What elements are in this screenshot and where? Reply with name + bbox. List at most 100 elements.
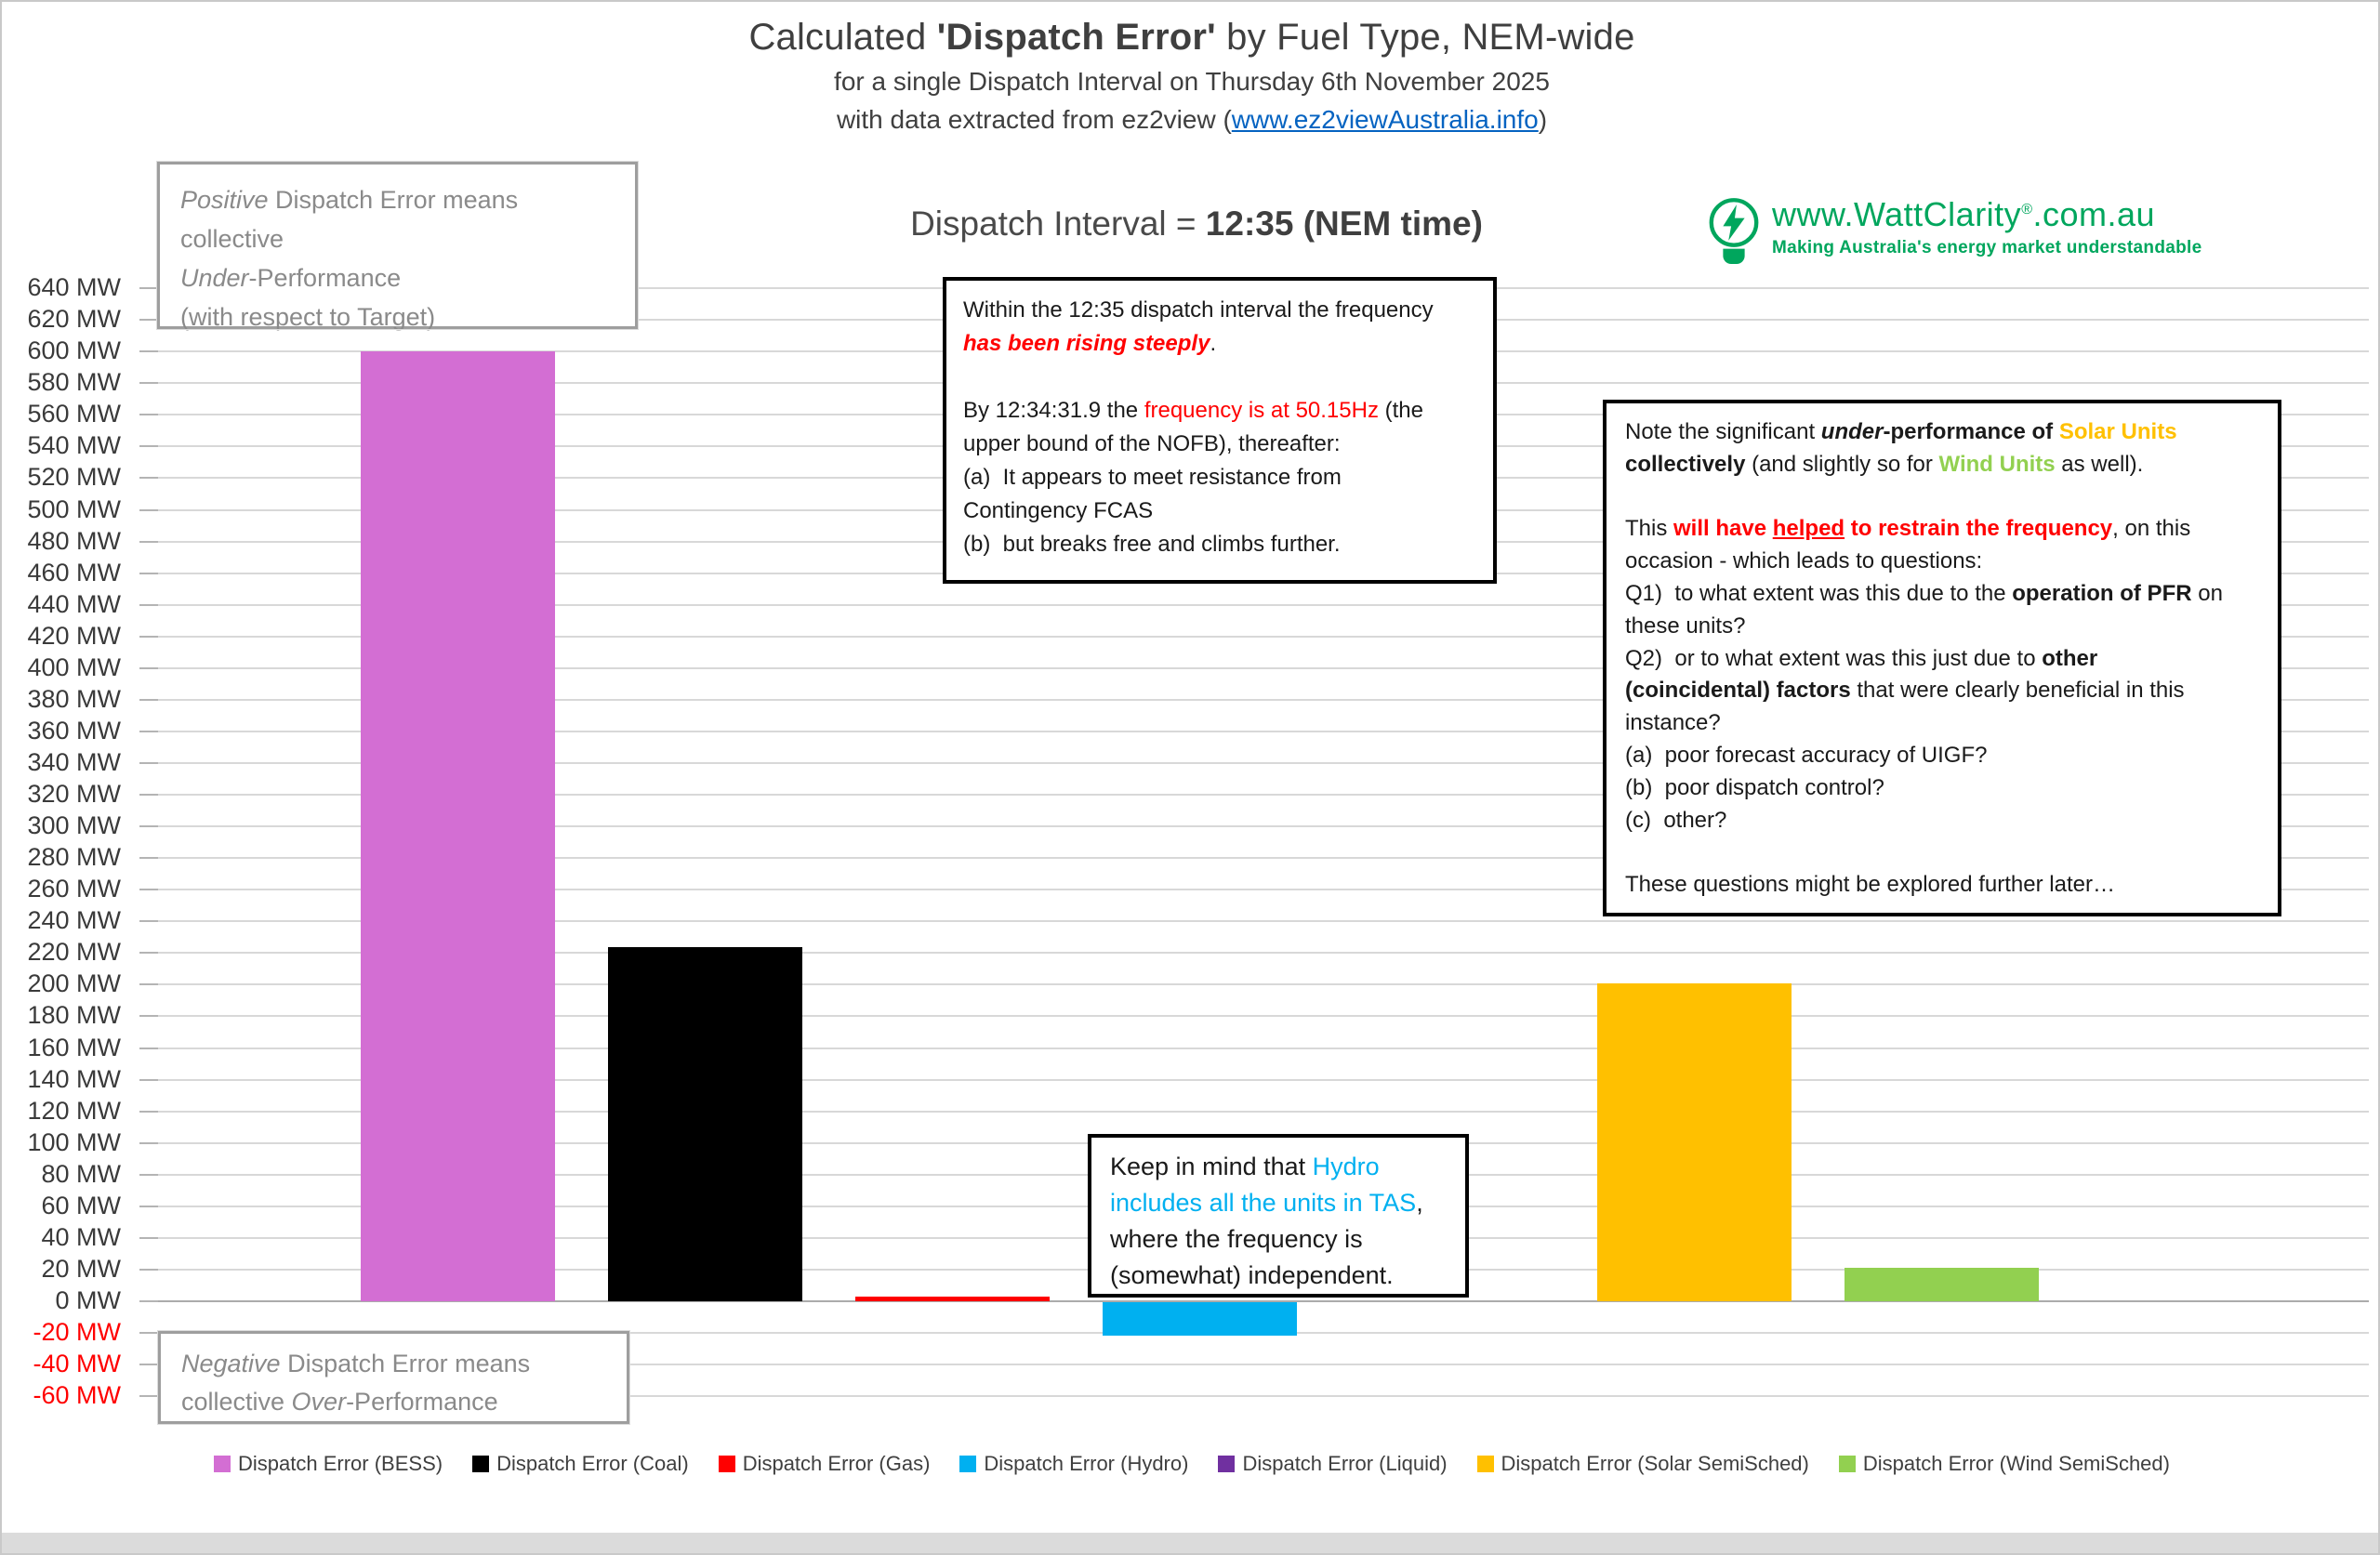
legend-label: Dispatch Error (Wind SemiSched) <box>1862 1452 2170 1475</box>
gridline <box>147 889 2369 891</box>
legend-swatch-icon <box>472 1456 490 1472</box>
y-axis-tick <box>139 889 158 891</box>
text-segment: collectively <box>1625 451 1746 477</box>
y-axis-tick <box>139 794 158 797</box>
bar-solar-semisched <box>1596 982 1792 1301</box>
text-segment: Note the significant <box>1625 419 1821 444</box>
text-segment: Solar Units <box>2058 419 2177 444</box>
legend-label: Dispatch Error (Liquid) <box>1242 1452 1448 1475</box>
y-axis-label: 80 MW <box>41 1159 121 1188</box>
logo-registered-mark: ® <box>2021 202 2033 217</box>
y-axis-label: 340 MW <box>27 747 121 776</box>
y-axis-label: 180 MW <box>27 1001 121 1030</box>
y-axis-label: 580 MW <box>27 368 121 397</box>
y-axis-label: 300 MW <box>27 811 121 840</box>
text-segment: operation of PFR <box>2012 580 2192 606</box>
y-axis-label: 360 MW <box>27 716 121 745</box>
legend-label: Dispatch Error (Solar SemiSched) <box>1501 1452 1809 1475</box>
y-axis-label: 260 MW <box>27 875 121 903</box>
y-axis-tick <box>139 540 158 543</box>
text-segment: Hydro includes all the units in TAS <box>1110 1153 1417 1218</box>
legend-swatch-icon <box>959 1456 977 1472</box>
y-axis-tick <box>139 1078 158 1081</box>
bar-bess <box>360 351 555 1301</box>
y-axis-tick <box>139 1047 158 1049</box>
text-segment: Wind Units <box>1938 451 2056 477</box>
logo-url-main: www.WattClarity <box>1772 195 2022 233</box>
y-axis-label: 20 MW <box>41 1254 121 1283</box>
text-segment: -performance of <box>1883 419 2059 444</box>
bar-wind-semisched <box>1844 1268 2039 1301</box>
y-axis-tick <box>139 1173 158 1176</box>
legend-label: Dispatch Error (Hydro) <box>984 1452 1189 1475</box>
y-axis-label: 280 MW <box>27 843 121 872</box>
y-axis-tick <box>139 1332 158 1335</box>
y-axis-tick <box>139 414 158 416</box>
y-axis-tick <box>139 603 158 606</box>
dispatch-interval-label: Dispatch Interval = <box>910 204 1206 243</box>
gridline <box>147 1047 2369 1049</box>
y-axis-tick <box>139 983 158 986</box>
subtitle-source-prefix: with data extracted from ez2view ( <box>836 105 1232 134</box>
text-segment: Under <box>180 263 249 292</box>
y-axis-label: -40 MW <box>33 1350 122 1378</box>
bottom-strip <box>2 1533 2378 1553</box>
gridline <box>147 1015 2369 1018</box>
gridline <box>147 1364 2369 1366</box>
legend-item-coal: Dispatch Error (Coal) <box>472 1452 689 1476</box>
text-segment: Keep in mind that <box>1110 1153 1313 1180</box>
logo-url: www.WattClarity®.com.au <box>1772 195 2202 234</box>
y-axis-tick <box>139 698 158 701</box>
text-segment: Within the 12:35 dispatch interval the f… <box>963 297 1434 323</box>
chart-title-prefix: Calculated <box>748 17 937 58</box>
y-axis-tick <box>139 635 158 638</box>
y-axis-label: 140 MW <box>27 1064 121 1093</box>
y-axis-label: 120 MW <box>27 1096 121 1125</box>
gridline <box>147 794 2369 797</box>
text-segment: frequency is at 50.15Hz <box>1144 398 1379 423</box>
y-axis-label: -60 MW <box>33 1381 122 1410</box>
y-axis-label: 220 MW <box>27 938 121 967</box>
y-axis-label: 500 MW <box>27 494 121 523</box>
y-axis-tick <box>139 445 158 448</box>
y-axis-label: 0 MW <box>55 1286 122 1314</box>
text-segment: (the upper bound of the NOFB), thereafte… <box>963 398 1423 557</box>
legend-item-bess: Dispatch Error (BESS) <box>214 1452 443 1476</box>
gridline <box>147 983 2369 986</box>
chart-title-emphasis: 'Dispatch Error' <box>936 17 1216 58</box>
y-axis-tick <box>139 730 158 732</box>
text-segment: (coincidental) factors <box>1625 678 1851 704</box>
y-axis-tick <box>139 1015 158 1018</box>
text-segment: Over <box>291 1387 347 1416</box>
legend-swatch-icon <box>1218 1456 1236 1472</box>
legend-swatch-icon <box>214 1456 231 1472</box>
legend-item-gas: Dispatch Error (Gas) <box>718 1452 930 1476</box>
gridline <box>147 761 2369 764</box>
y-axis-label: 480 MW <box>27 526 121 555</box>
legend-item-hydro: Dispatch Error (Hydro) <box>959 1452 1188 1476</box>
y-axis-label: 520 MW <box>27 463 121 492</box>
text-segment: as well). This <box>1625 451 2144 542</box>
y-axis-label: 600 MW <box>27 336 121 365</box>
y-axis-label: 160 MW <box>27 1033 121 1061</box>
legend-item-liquid: Dispatch Error (Liquid) <box>1218 1452 1448 1476</box>
gridline <box>147 603 2369 606</box>
text-segment: to restrain the frequency <box>1844 516 2113 542</box>
text-segment: that were clearly beneficial in this ins… <box>1625 678 2185 898</box>
text-segment: other <box>2042 645 2098 671</box>
dispatch-interval-value: 12:35 (NEM time) <box>1205 204 1483 243</box>
source-link[interactable]: www.ez2viewAustralia.info <box>1231 105 1539 134</box>
annotation-hydro-tas: Keep in mind that Hydro includes all the… <box>1088 1134 1469 1298</box>
chart-header: Calculated 'Dispatch Error' by Fuel Type… <box>2 17 2378 135</box>
y-axis-tick <box>139 319 158 322</box>
chart-title: Calculated 'Dispatch Error' by Fuel Type… <box>2 17 2378 59</box>
bar-hydro <box>1102 1302 1297 1336</box>
legend-item-wind-semisched: Dispatch Error (Wind SemiSched) <box>1838 1452 2170 1476</box>
text-segment: -Performance (with respect to Target) <box>180 263 436 331</box>
logo-url-suffix: .com.au <box>2032 195 2156 233</box>
y-axis-tick <box>139 508 158 511</box>
chart-subtitle-date: for a single Dispatch Interval on Thursd… <box>834 67 1550 96</box>
legend-item-solar-semisched: Dispatch Error (Solar SemiSched) <box>1476 1452 1809 1476</box>
gridline <box>147 857 2369 860</box>
y-axis-tick <box>139 1395 158 1398</box>
